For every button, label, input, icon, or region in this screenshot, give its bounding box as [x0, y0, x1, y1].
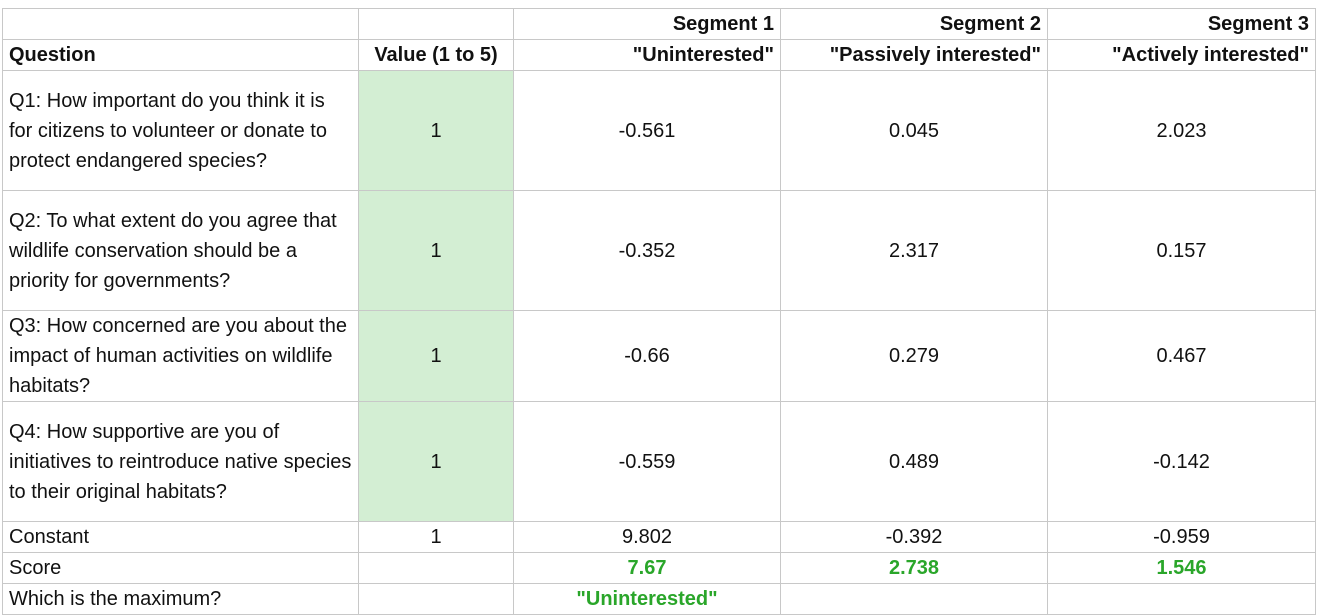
row: Score 7.67 2.738 1.546: [2, 552, 1316, 584]
question: Constant: [2, 521, 359, 553]
segment-header: Segment 2: [780, 8, 1048, 40]
spreadsheet: Segment 1 Segment 2 Segment 3 Question V…: [2, 8, 1316, 615]
input-value: 1: [358, 521, 514, 553]
coefficient: 0.489: [780, 401, 1048, 522]
question: Q2: To what extent do you agree that wil…: [2, 190, 359, 311]
coefficient: -0.352: [513, 190, 781, 311]
segment-name: "Actively interested": [1047, 39, 1316, 71]
coefficient: 0.157: [1047, 190, 1316, 311]
row-label: Score: [2, 552, 359, 584]
question: Q1: How important do you think it is for…: [2, 70, 359, 191]
row: Segment 1 Segment 2 Segment 3: [2, 8, 1316, 40]
coefficient: 2.317: [780, 190, 1048, 311]
sheet-body: Segment 1 Segment 2 Segment 3 Question V…: [2, 8, 1316, 615]
row: Q1: How important do you think it is for…: [2, 70, 1316, 191]
score: 2.738: [780, 552, 1048, 584]
coefficient: -0.392: [780, 521, 1048, 553]
row: Q2: To what extent do you agree that wil…: [2, 190, 1316, 311]
row: Constant 1 9.802 -0.392 -0.959: [2, 521, 1316, 553]
coefficient: -0.959: [1047, 521, 1316, 553]
segment-header: Segment 3: [1047, 8, 1316, 40]
input-value: 1: [358, 70, 514, 191]
input-value: 1: [358, 190, 514, 311]
coefficient: -0.561: [513, 70, 781, 191]
coefficient: 9.802: [513, 521, 781, 553]
input-value: 1: [358, 310, 514, 402]
coefficient: 0.467: [1047, 310, 1316, 402]
row: Q4: How supportive are you of initiative…: [2, 401, 1316, 522]
segment-name: "Uninterested": [513, 39, 781, 71]
coefficient: 2.023: [1047, 70, 1316, 191]
coefficient: 0.045: [780, 70, 1048, 191]
coefficient: -0.559: [513, 401, 781, 522]
column-header: Value (1 to 5): [358, 39, 514, 71]
cell: [2, 8, 359, 40]
input-value: 1: [358, 401, 514, 522]
coefficient: -0.142: [1047, 401, 1316, 522]
row: Question Value (1 to 5) "Uninterested" "…: [2, 39, 1316, 71]
column-header: Question: [2, 39, 359, 71]
coefficient: -0.66: [513, 310, 781, 402]
cell: [358, 8, 514, 40]
question: Q4: How supportive are you of initiative…: [2, 401, 359, 522]
question: Q3: How concerned are you about the impa…: [2, 310, 359, 402]
score: 1.546: [1047, 552, 1316, 584]
row: Q3: How concerned are you about the impa…: [2, 310, 1316, 402]
cell: [358, 552, 514, 584]
coefficient: 0.279: [780, 310, 1048, 402]
score: 7.67: [513, 552, 781, 584]
segment-name: "Passively interested": [780, 39, 1048, 71]
segment-header: Segment 1: [513, 8, 781, 40]
